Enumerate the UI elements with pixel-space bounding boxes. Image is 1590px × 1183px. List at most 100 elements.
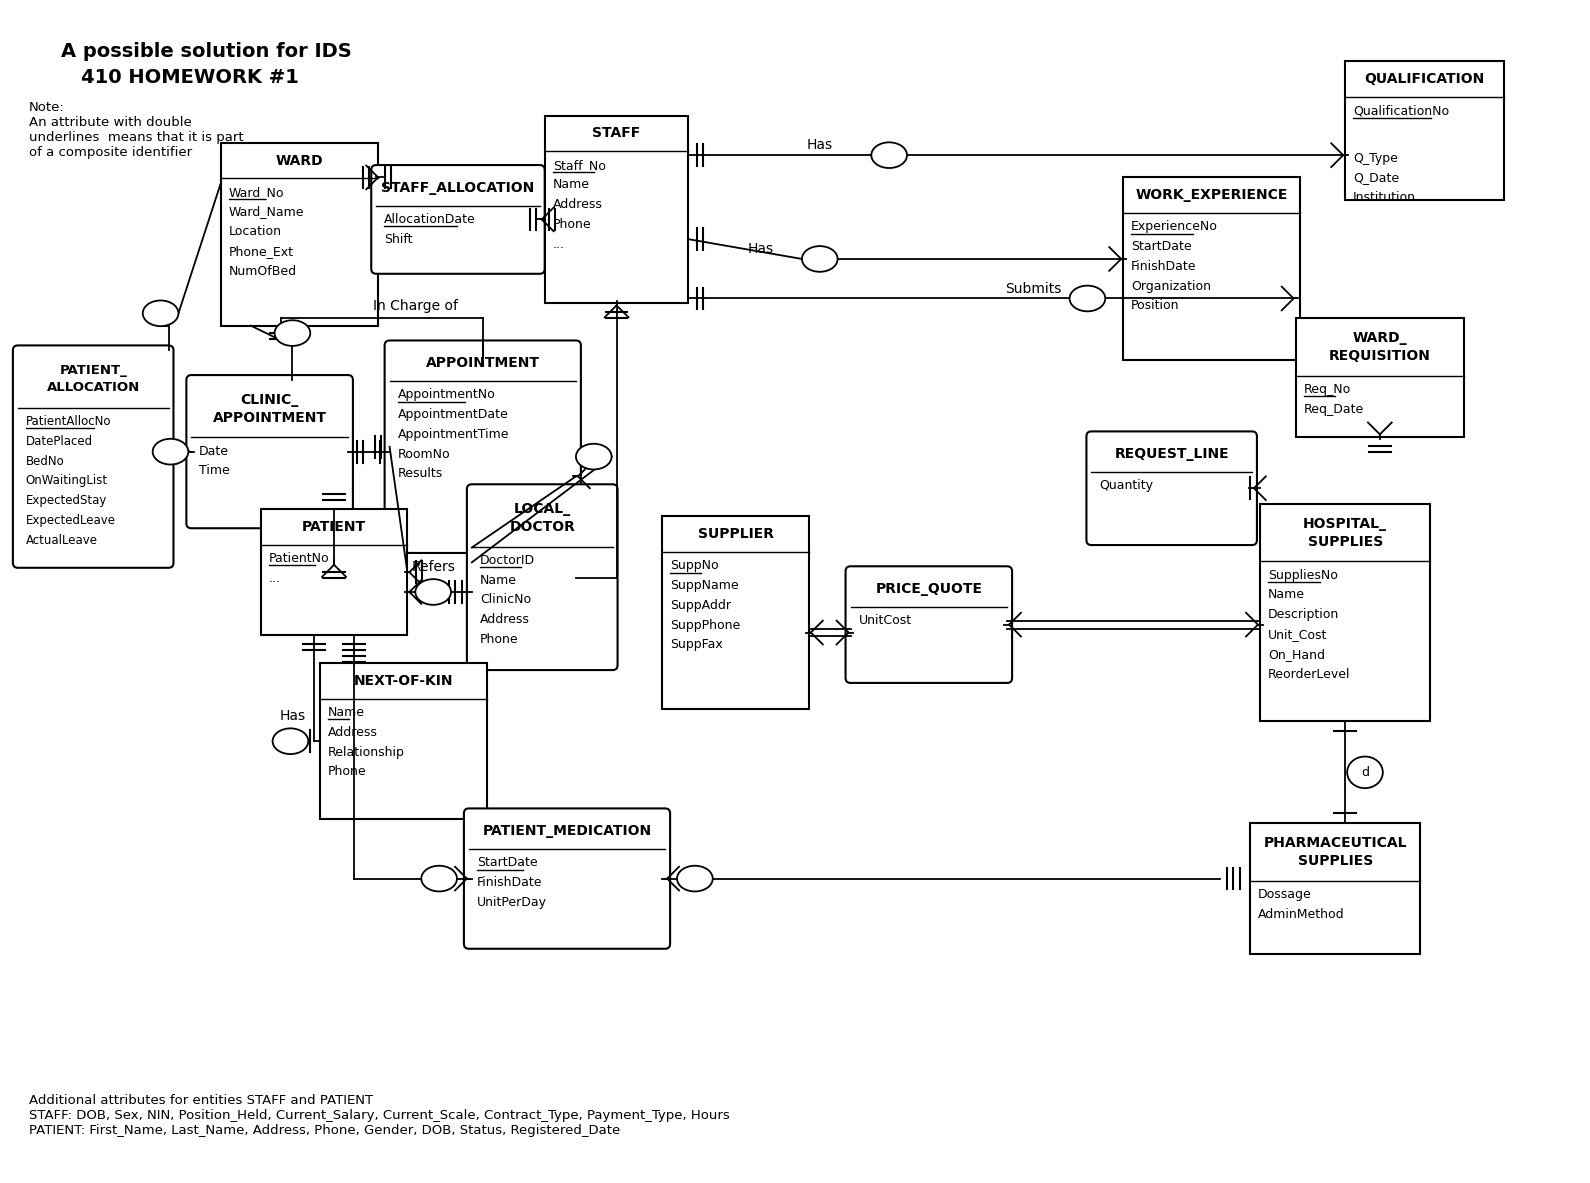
Text: Refers: Refers [412, 561, 455, 574]
Text: Address: Address [480, 613, 529, 626]
FancyBboxPatch shape [467, 484, 617, 670]
Text: SuppPhone: SuppPhone [669, 619, 741, 632]
Text: QUALIFICATION: QUALIFICATION [1364, 72, 1485, 86]
Text: AllocationDate: AllocationDate [385, 213, 475, 226]
Text: d: d [1361, 765, 1369, 778]
Text: ClinicNo: ClinicNo [480, 594, 531, 607]
Text: Name: Name [480, 574, 517, 587]
Text: RoomNo: RoomNo [398, 447, 450, 460]
Text: DOCTOR: DOCTOR [509, 519, 576, 534]
Text: Name: Name [553, 179, 590, 192]
Text: WARD: WARD [275, 154, 323, 168]
FancyBboxPatch shape [186, 375, 353, 529]
Text: SUPPLIES: SUPPLIES [1297, 854, 1372, 868]
Text: Has: Has [280, 710, 305, 724]
Bar [1345, 62, 1504, 200]
Bar [661, 517, 809, 709]
Text: Req_Date: Req_Date [1304, 402, 1364, 415]
Text: AdminMethod: AdminMethod [1258, 907, 1345, 920]
Text: ALLOCATION: ALLOCATION [46, 381, 140, 394]
Text: ActualLeave: ActualLeave [25, 534, 97, 547]
Ellipse shape [143, 300, 178, 327]
Text: SUPPLIER: SUPPLIER [698, 528, 773, 541]
Ellipse shape [272, 729, 308, 754]
Text: PHARMACEUTICAL: PHARMACEUTICAL [1264, 836, 1407, 851]
Text: APPOINTMENT: APPOINTMENT [213, 411, 326, 425]
Text: Institution: Institution [1353, 192, 1417, 205]
Text: SuppName: SuppName [669, 578, 739, 592]
Text: Ward_Name: Ward_Name [229, 206, 305, 219]
Text: REQUEST_LINE: REQUEST_LINE [1115, 447, 1229, 461]
Ellipse shape [576, 444, 612, 470]
Text: LOCAL_: LOCAL_ [514, 502, 571, 516]
Text: Position: Position [1130, 299, 1180, 312]
Text: In Charge of: In Charge of [374, 299, 458, 313]
Ellipse shape [1070, 285, 1105, 311]
Ellipse shape [871, 142, 906, 168]
FancyBboxPatch shape [464, 808, 669, 949]
Text: Phone_Ext: Phone_Ext [229, 245, 294, 258]
Text: NumOfBed: NumOfBed [229, 265, 297, 278]
Ellipse shape [415, 580, 452, 605]
Text: Ward_No: Ward_No [229, 186, 285, 199]
Text: Name: Name [1267, 588, 1305, 601]
Text: Description: Description [1267, 608, 1339, 621]
Text: Shift: Shift [385, 233, 413, 246]
Ellipse shape [153, 439, 188, 465]
Text: Name: Name [328, 706, 366, 719]
Text: Q_Date: Q_Date [1353, 172, 1399, 185]
Text: APPOINTMENT: APPOINTMENT [426, 356, 539, 370]
Text: ExperienceNo: ExperienceNo [1130, 220, 1218, 233]
FancyBboxPatch shape [846, 567, 1013, 683]
Text: Quantity: Quantity [1099, 479, 1153, 492]
Text: AppointmentTime: AppointmentTime [398, 428, 509, 441]
Bar [221, 143, 378, 325]
Text: Has: Has [806, 138, 833, 153]
Text: QualificationNo: QualificationNo [1353, 104, 1448, 117]
Text: Phone: Phone [328, 765, 367, 778]
Text: STAFF_ALLOCATION: STAFF_ALLOCATION [382, 181, 534, 195]
Text: Address: Address [553, 198, 603, 211]
Bar [1123, 177, 1299, 361]
Text: PATIENT_MEDICATION: PATIENT_MEDICATION [482, 825, 652, 838]
Text: REQUISITION: REQUISITION [1329, 349, 1431, 363]
Text: AppointmentNo: AppointmentNo [398, 388, 494, 401]
Text: SuppAddr: SuppAddr [669, 599, 731, 612]
Text: Date: Date [199, 445, 229, 458]
Text: HOSPITAL_: HOSPITAL_ [1304, 517, 1386, 531]
Text: StartDate: StartDate [477, 856, 537, 870]
Text: AppointmentDate: AppointmentDate [398, 408, 509, 421]
Text: STAFF: STAFF [593, 127, 641, 141]
Text: Results: Results [398, 467, 442, 480]
Text: Dossage: Dossage [1258, 888, 1312, 901]
Text: PatientAllocNo: PatientAllocNo [25, 415, 111, 428]
Text: SuppliesNo: SuppliesNo [1267, 569, 1337, 582]
Text: On_Hand: On_Hand [1267, 648, 1324, 661]
Text: Address: Address [328, 726, 378, 739]
FancyBboxPatch shape [13, 345, 173, 568]
Text: Time: Time [199, 465, 231, 478]
Ellipse shape [801, 246, 838, 272]
Ellipse shape [1347, 757, 1383, 788]
Text: 410 HOMEWORK #1: 410 HOMEWORK #1 [81, 69, 299, 88]
Text: A possible solution for IDS: A possible solution for IDS [62, 41, 353, 60]
Text: Submits: Submits [1005, 282, 1061, 296]
Text: ExpectedLeave: ExpectedLeave [25, 513, 116, 526]
Text: Organization: Organization [1130, 279, 1212, 292]
Text: Location: Location [229, 225, 281, 238]
Text: StartDate: StartDate [1130, 240, 1191, 253]
FancyBboxPatch shape [385, 341, 580, 552]
Ellipse shape [677, 866, 712, 892]
Text: FinishDate: FinishDate [477, 877, 542, 890]
Text: PRICE_QUOTE: PRICE_QUOTE [876, 582, 983, 596]
Text: BedNo: BedNo [25, 454, 65, 467]
Text: Unit_Cost: Unit_Cost [1267, 628, 1328, 641]
Text: UnitCost: UnitCost [859, 614, 911, 627]
Text: Phone: Phone [553, 218, 591, 231]
Text: Req_No: Req_No [1304, 383, 1352, 396]
Bar [545, 116, 688, 303]
Text: Q_Type: Q_Type [1353, 151, 1398, 164]
Text: OnWaitingList: OnWaitingList [25, 474, 108, 487]
Text: DoctorID: DoctorID [480, 554, 534, 567]
Text: Additional attributes for entities STAFF and PATIENT
STAFF: DOB, Sex, NIN, Posit: Additional attributes for entities STAFF… [29, 1094, 730, 1137]
